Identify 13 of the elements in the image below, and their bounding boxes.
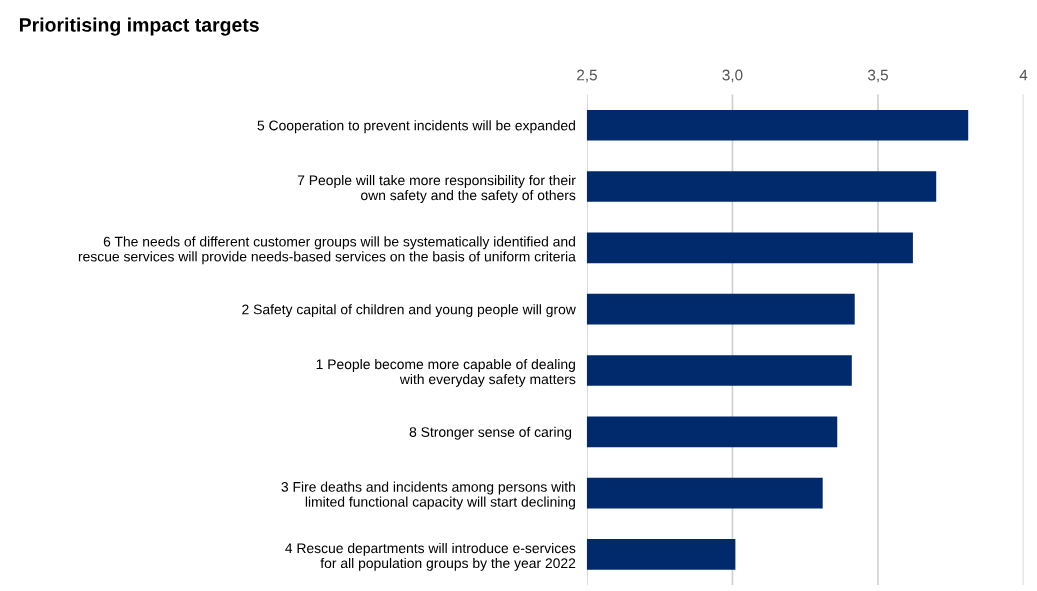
x-tick-label: 2,5 [577,69,597,83]
y-tick-label: 3 Fire deaths and incidents among persons with limited functional capacity will start declining [281,481,575,510]
y-tick-label: 4 Rescue departments will introduce e-services for all population groups by the year 2022 [285,542,576,571]
y-tick-label: 8 Stronger sense of caring [409,426,572,440]
y-tick-label: 2 Safety capital of children and young people will grow [242,304,576,318]
y-tick-label: 5 Cooperation to prevent incidents will be expanded [257,120,575,134]
x-tick-label: 3,0 [722,69,743,83]
x-tick-label: 3,5 [867,69,888,83]
text: Prioritising impact targets [19,17,259,36]
y-tick-label: 6 The needs of different customer groups will be systematically identified and rescue services will provide needs-based services on the basis of uniform criteria [78,236,576,265]
y-tick-label: 7 People will take more responsibility for their own safety and the safety of others [297,175,576,203]
x-tick-label: 4 [1019,69,1028,81]
y-tick-label: 1 People become more capable of dealing with everyday safety matters [316,358,576,387]
